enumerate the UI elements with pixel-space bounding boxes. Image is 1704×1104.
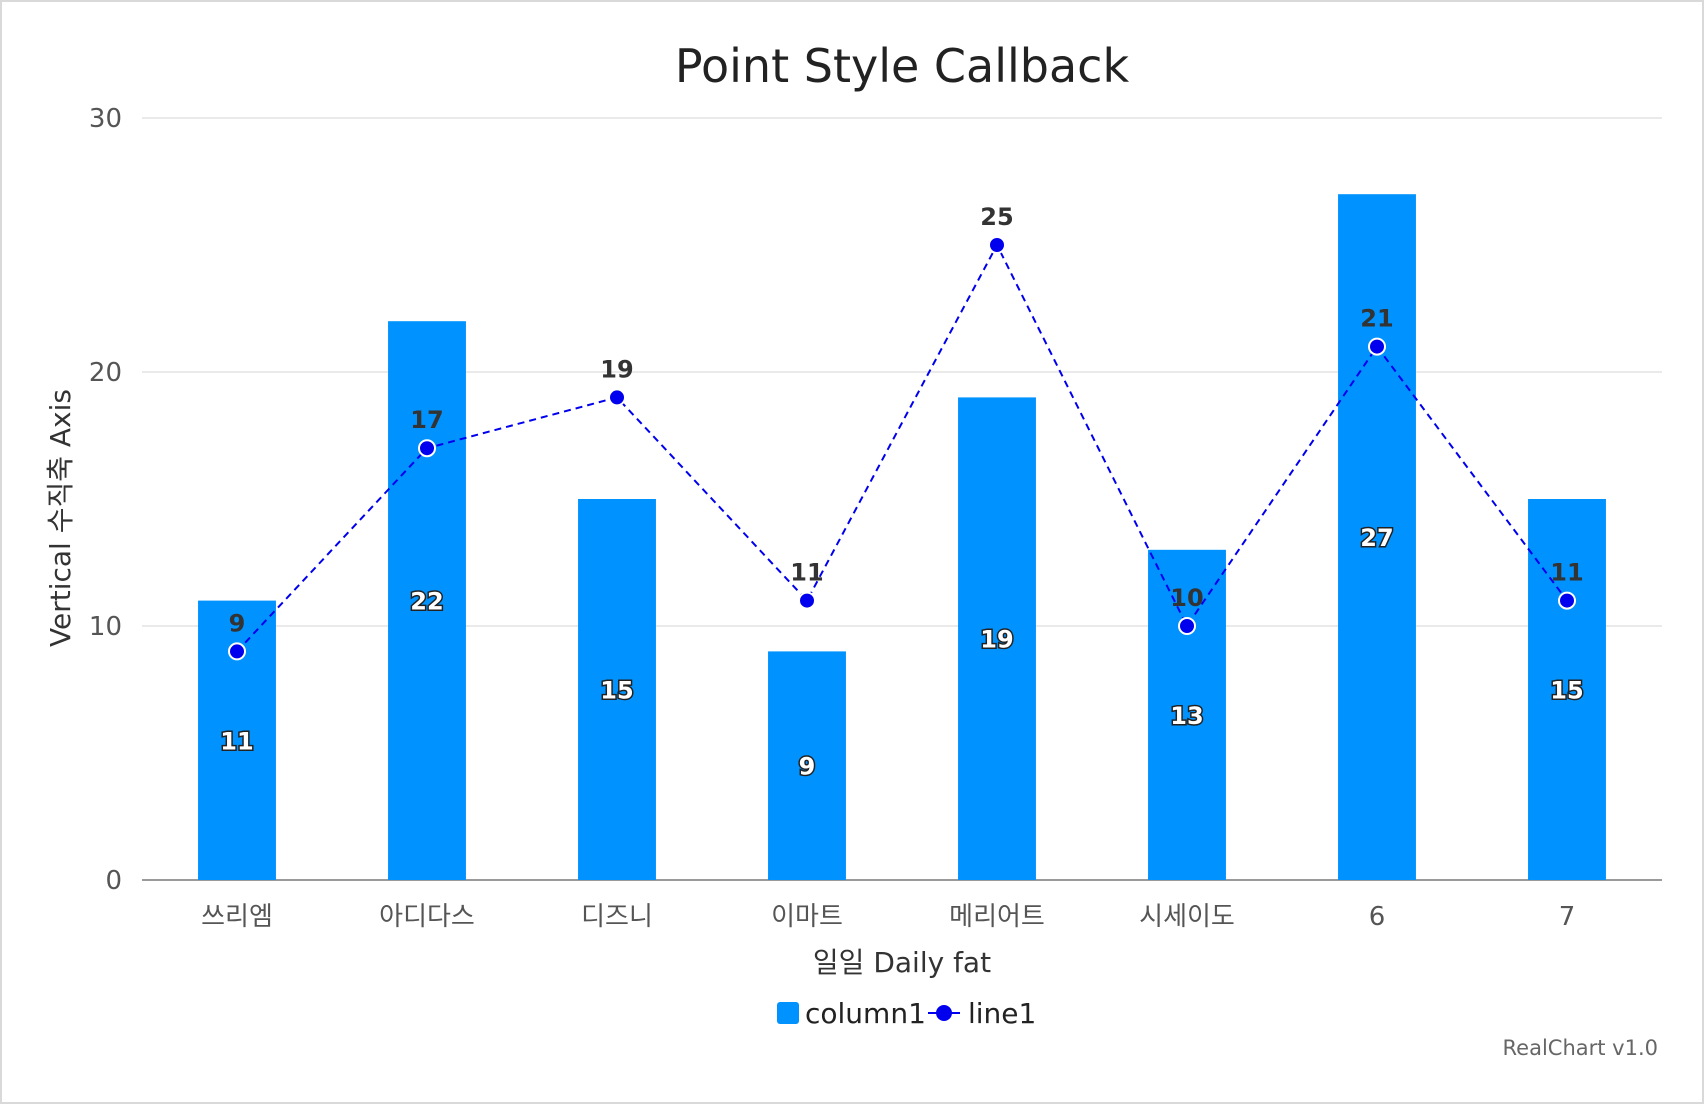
bar xyxy=(1528,499,1606,880)
line-point xyxy=(1558,591,1576,610)
x-tick-label: 이마트 xyxy=(771,902,843,932)
line-series-line1: 9 17 19 11 25 10 21 11 xyxy=(228,203,1584,661)
line-data-label: 10 xyxy=(1170,584,1203,612)
x-tick-label: 디즈니 xyxy=(581,902,653,932)
x-tick-label: 쓰리엠 xyxy=(201,902,273,932)
line-point xyxy=(798,591,816,610)
x-tick-label: 7 xyxy=(1559,902,1576,932)
x-axis-ticks: 쓰리엠 아디다스 디즈니 이마트 메리어트 시세이도 6 7 xyxy=(201,902,1575,932)
grid-lines xyxy=(142,117,1662,881)
bar xyxy=(958,397,1036,880)
line-data-label: 17 xyxy=(410,406,443,434)
line-point xyxy=(1368,337,1386,356)
bar xyxy=(388,321,466,880)
line-point xyxy=(988,236,1006,254)
legend-bar-swatch xyxy=(777,1002,799,1024)
y-tick-label: 0 xyxy=(105,866,122,896)
chart-title: Point Style Callback xyxy=(675,39,1130,93)
line-data-label: 11 xyxy=(1550,559,1583,587)
y-tick-label: 20 xyxy=(89,358,122,388)
bar xyxy=(1338,194,1416,880)
line-data-label: 21 xyxy=(1360,305,1393,333)
x-tick-label: 메리어트 xyxy=(949,902,1045,932)
bar-series-column1: 11 22 15 9 19 13 27 15 xyxy=(198,194,1606,880)
line-data-label: 25 xyxy=(980,203,1013,231)
x-tick-label: 아디다스 xyxy=(379,902,475,932)
line-point xyxy=(608,388,626,407)
bar xyxy=(1148,549,1226,880)
bar-data-label: 19 xyxy=(980,626,1013,654)
x-axis-title: 일일 Daily fat xyxy=(813,946,991,979)
x-tick-label: 시세이도 xyxy=(1139,902,1235,932)
bar xyxy=(768,651,846,880)
legend[interactable]: column1 line1 xyxy=(777,997,1036,1030)
y-axis-title: Vertical 수직축 Axis xyxy=(44,389,77,647)
line-data-label: 9 xyxy=(229,609,246,637)
line-point xyxy=(228,642,246,661)
legend-label-line1: line1 xyxy=(968,997,1036,1030)
bar xyxy=(578,499,656,880)
line-data-label: 11 xyxy=(790,559,823,587)
bar-data-label: 15 xyxy=(1550,677,1583,705)
bar-data-label: 11 xyxy=(220,727,253,755)
line-point xyxy=(1178,617,1196,635)
bar-data-label: 13 xyxy=(1170,702,1203,730)
y-tick-label: 30 xyxy=(89,104,122,134)
line-data-label: 19 xyxy=(600,355,633,383)
legend-label-column1: column1 xyxy=(805,997,926,1030)
y-tick-label: 10 xyxy=(89,612,122,642)
y-axis-ticks: 0 10 20 30 xyxy=(89,104,122,896)
line-point xyxy=(418,439,436,458)
x-tick-label: 6 xyxy=(1369,902,1386,932)
bar-data-label: 15 xyxy=(600,677,633,705)
bar-data-label: 27 xyxy=(1360,524,1393,552)
bar-data-label: 9 xyxy=(799,753,816,781)
bar-data-label: 22 xyxy=(410,588,443,616)
legend-line-marker xyxy=(936,1005,952,1021)
line-path xyxy=(236,242,1568,653)
credit-label: RealChart v1.0 xyxy=(1503,1036,1658,1060)
